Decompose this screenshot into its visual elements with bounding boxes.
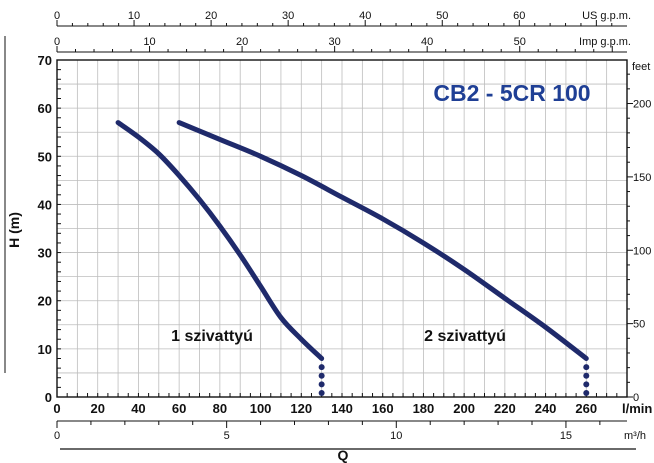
x-tick-label: 80	[213, 401, 227, 416]
x-unit-label: l/min	[622, 401, 652, 416]
bottom-m3h-tick-label: 10	[390, 430, 402, 442]
series-dot-1	[318, 381, 325, 388]
y-tick-label: 60	[38, 101, 52, 116]
y-tick-label: 40	[38, 197, 52, 212]
right-feet-tick-label: 0	[633, 392, 639, 404]
bottom-m3h-tick-label: 5	[224, 430, 230, 442]
top-imp-tick-label: 10	[143, 36, 155, 48]
y-tick-label: 30	[38, 246, 52, 261]
series-dot-1	[318, 372, 325, 379]
x-tick-label: 40	[131, 401, 145, 416]
x-tick-label: 60	[172, 401, 186, 416]
bottom-m3h-unit: m³/h	[624, 430, 646, 442]
top-us-tick-label: 10	[128, 10, 140, 22]
x-tick-label: 160	[372, 401, 394, 416]
series-curve-1	[115, 120, 325, 361]
x-tick-label: 240	[535, 401, 557, 416]
top-imp-tick-label: 50	[514, 36, 526, 48]
series-curve-2	[176, 120, 589, 361]
x-tick-label: 260	[575, 401, 597, 416]
right-feet-tick-label: 150	[633, 172, 651, 184]
y-tick-label: 0	[45, 390, 52, 405]
series-dot-1	[318, 364, 325, 371]
x-tick-label: 180	[413, 401, 435, 416]
series-dot-1	[318, 390, 325, 396]
right-feet-tick-label: 50	[633, 319, 645, 331]
y-tick-label: 20	[38, 294, 52, 309]
x-tick-label: 0	[53, 401, 60, 416]
y-tick-label: 10	[38, 342, 52, 357]
x-tick-label: 200	[453, 401, 475, 416]
x-tick-label: 140	[331, 401, 353, 416]
top-imp-unit: Imp g.p.m.	[579, 36, 631, 48]
right-feet-tick-label: 200	[633, 99, 651, 111]
top-imp-tick-label: 20	[236, 36, 248, 48]
top-us-tick-label: 30	[282, 10, 294, 22]
chart-series	[115, 120, 590, 396]
x-tick-label: 100	[250, 401, 272, 416]
x-tick-label: 220	[494, 401, 516, 416]
top-us-tick-label: 40	[359, 10, 371, 22]
y-tick-label: 50	[38, 149, 52, 164]
top-us-tick-label: 50	[436, 10, 448, 22]
bottom-m3h-tick-label: 15	[560, 430, 572, 442]
top-imp-tick-label: 30	[329, 36, 341, 48]
top-imp-tick-label: 40	[421, 36, 433, 48]
series-label-1: 1 szivattyú	[171, 328, 253, 345]
y-axis-title: H (m)	[6, 212, 22, 248]
chart-title: CB2 - 5CR 100	[433, 80, 590, 106]
x-axis-title: Q	[338, 447, 349, 463]
top-us-unit: US g.p.m.	[582, 10, 631, 22]
x-tick-label: 20	[90, 401, 104, 416]
bottom-m3h-tick-label: 0	[54, 430, 60, 442]
top-us-tick-label: 60	[513, 10, 525, 22]
top-us-tick-label: 0	[54, 10, 60, 22]
y-tick-label: 70	[38, 53, 52, 68]
series-dot-2	[583, 372, 590, 379]
top-imp-tick-label: 0	[54, 36, 60, 48]
series-label-2: 2 szivattyú	[424, 328, 506, 345]
chart-ticks: 0 20 40 60 80 100 120 140 160 180 200 220 240 260 l/mi…	[38, 10, 653, 442]
right-feet-unit: feet	[632, 61, 650, 73]
series-dot-2	[583, 381, 590, 388]
right-feet-tick-label: 100	[633, 245, 651, 257]
chart-grid	[56, 59, 628, 398]
top-us-tick-label: 20	[205, 10, 217, 22]
series-dot-2	[583, 364, 590, 371]
series-dot-2	[583, 390, 590, 396]
x-tick-label: 120	[290, 401, 312, 416]
